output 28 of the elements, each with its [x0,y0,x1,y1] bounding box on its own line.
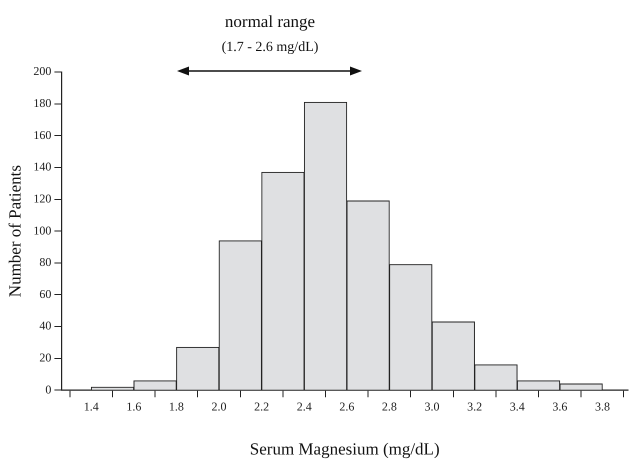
text: normal range [224,12,316,31]
x-tick-label: 3.0 [424,400,440,414]
y-tick-label: 0 [45,382,52,396]
x-tick-label: 2.0 [212,400,227,414]
x-tick-label: 3.4 [510,400,525,414]
y-tick-label: 60 [39,286,52,301]
x-tick-label: 2.4 [296,400,312,414]
y-tick-label: 80 [39,255,52,270]
x-tick-label: 1.6 [126,400,142,414]
y-tick-label: 180 [33,96,52,110]
x-tick-label: 3.2 [467,400,482,414]
x-tick-label: 1.8 [168,400,184,414]
x-tick-label: 2.2 [254,400,270,414]
x-tick-label: 2.6 [339,400,354,414]
y-tick-label: 200 [33,64,52,78]
x-tick-label: 3.6 [552,400,568,414]
y-tick-label: 100 [33,223,52,238]
y-tick-label: 160 [33,128,52,142]
x-tick-label: 3.8 [594,400,610,414]
y-axis-title: Number of Patients [6,165,25,298]
y-tick-label: 140 [33,160,52,174]
y-tick-label: 40 [39,318,52,333]
x-tick-label: 2.8 [382,400,397,414]
text: (1.7 - 2.6 mg/dL) [222,40,319,55]
x-tick-label: 1.4 [84,400,99,414]
x-axis-title: Serum Magnesium (mg/dL) [250,439,440,458]
y-tick-label: 20 [39,350,52,365]
y-tick-label: 120 [33,191,52,206]
